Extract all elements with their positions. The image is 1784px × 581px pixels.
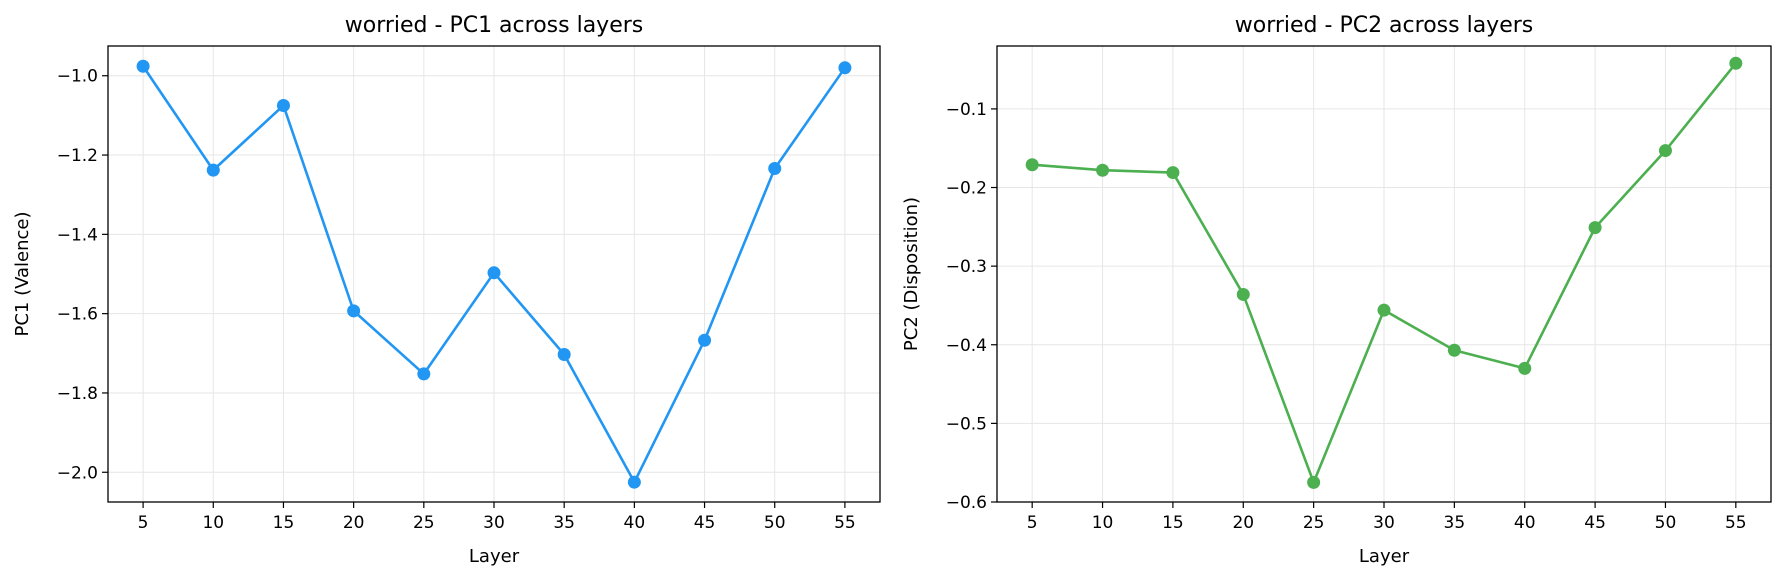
data-point xyxy=(557,347,571,361)
data-point xyxy=(1518,361,1532,375)
y-axis-label: PC1 (Valence) xyxy=(12,211,33,336)
data-point xyxy=(136,59,150,73)
y-tick-label: −1.0 xyxy=(57,67,98,87)
data-point xyxy=(1236,287,1250,301)
data-point xyxy=(487,266,501,280)
y-tick-label: −2.0 xyxy=(57,463,98,483)
x-tick-label: 35 xyxy=(553,513,575,533)
x-tick-label: 35 xyxy=(1444,513,1466,533)
y-tick-label: −0.2 xyxy=(946,179,987,199)
data-point xyxy=(1658,144,1672,158)
data-point xyxy=(698,333,712,347)
y-axis-label: PC2 (Disposition) xyxy=(901,197,922,351)
x-tick-label: 45 xyxy=(694,513,716,533)
data-point xyxy=(1166,166,1180,180)
data-point xyxy=(838,61,852,75)
data-point xyxy=(206,163,220,177)
x-tick-label: 40 xyxy=(624,513,646,533)
data-point xyxy=(768,162,782,176)
data-point xyxy=(1307,475,1321,489)
chart-title: worried - PC2 across layers xyxy=(1235,13,1533,38)
y-tick-label: −0.6 xyxy=(946,493,987,513)
x-tick-label: 50 xyxy=(1655,513,1677,533)
y-tick-label: −1.4 xyxy=(57,225,98,245)
y-tick-label: −1.2 xyxy=(57,146,98,166)
x-tick-label: 5 xyxy=(1027,513,1038,533)
x-tick-label: 15 xyxy=(1162,513,1184,533)
data-point xyxy=(1025,158,1039,172)
data-point xyxy=(1096,163,1110,177)
x-tick-label: 25 xyxy=(1303,513,1325,533)
y-tick-label: −1.8 xyxy=(57,384,98,404)
x-tick-label: 55 xyxy=(834,513,856,533)
x-tick-label: 55 xyxy=(1725,513,1747,533)
y-tick-label: −0.5 xyxy=(946,414,987,434)
x-tick-label: 20 xyxy=(343,513,365,533)
chart-pc1: 5 10 15 20 25 30 35 40 45 50 55 −1.0 −1.2 −1.4 −1.6 −1.… xyxy=(12,13,881,567)
x-tick-label: 45 xyxy=(1584,513,1606,533)
data-point xyxy=(1377,303,1391,317)
x-tick-label: 15 xyxy=(273,513,295,533)
chart-title: worried - PC1 across layers xyxy=(345,13,643,38)
y-tick-label: −0.4 xyxy=(946,336,987,356)
x-axis-label: Layer xyxy=(1359,546,1410,567)
x-tick-label: 30 xyxy=(1373,513,1395,533)
y-tick-label: −0.1 xyxy=(946,100,987,120)
data-point xyxy=(347,304,361,318)
x-axis-label: Layer xyxy=(469,546,520,567)
data-point xyxy=(417,367,431,381)
chart-pc2: 5 10 15 20 25 30 35 40 45 50 55 −0.1 −0.2 −0.3 −0.4 −0.… xyxy=(901,13,1772,567)
x-tick-label: 25 xyxy=(413,513,435,533)
data-point xyxy=(1729,56,1743,70)
x-tick-label: 30 xyxy=(483,513,505,533)
data-point xyxy=(1447,343,1461,357)
y-tick-label: −1.6 xyxy=(57,305,98,325)
x-tick-label: 20 xyxy=(1232,513,1254,533)
x-tick-label: 10 xyxy=(202,513,224,533)
x-tick-label: 5 xyxy=(138,513,149,533)
data-point xyxy=(276,98,290,112)
data-point xyxy=(627,475,641,489)
x-tick-label: 40 xyxy=(1514,513,1536,533)
y-tick-label: −0.3 xyxy=(946,257,987,277)
data-point xyxy=(1588,221,1602,235)
x-tick-label: 50 xyxy=(764,513,786,533)
x-tick-label: 10 xyxy=(1092,513,1114,533)
